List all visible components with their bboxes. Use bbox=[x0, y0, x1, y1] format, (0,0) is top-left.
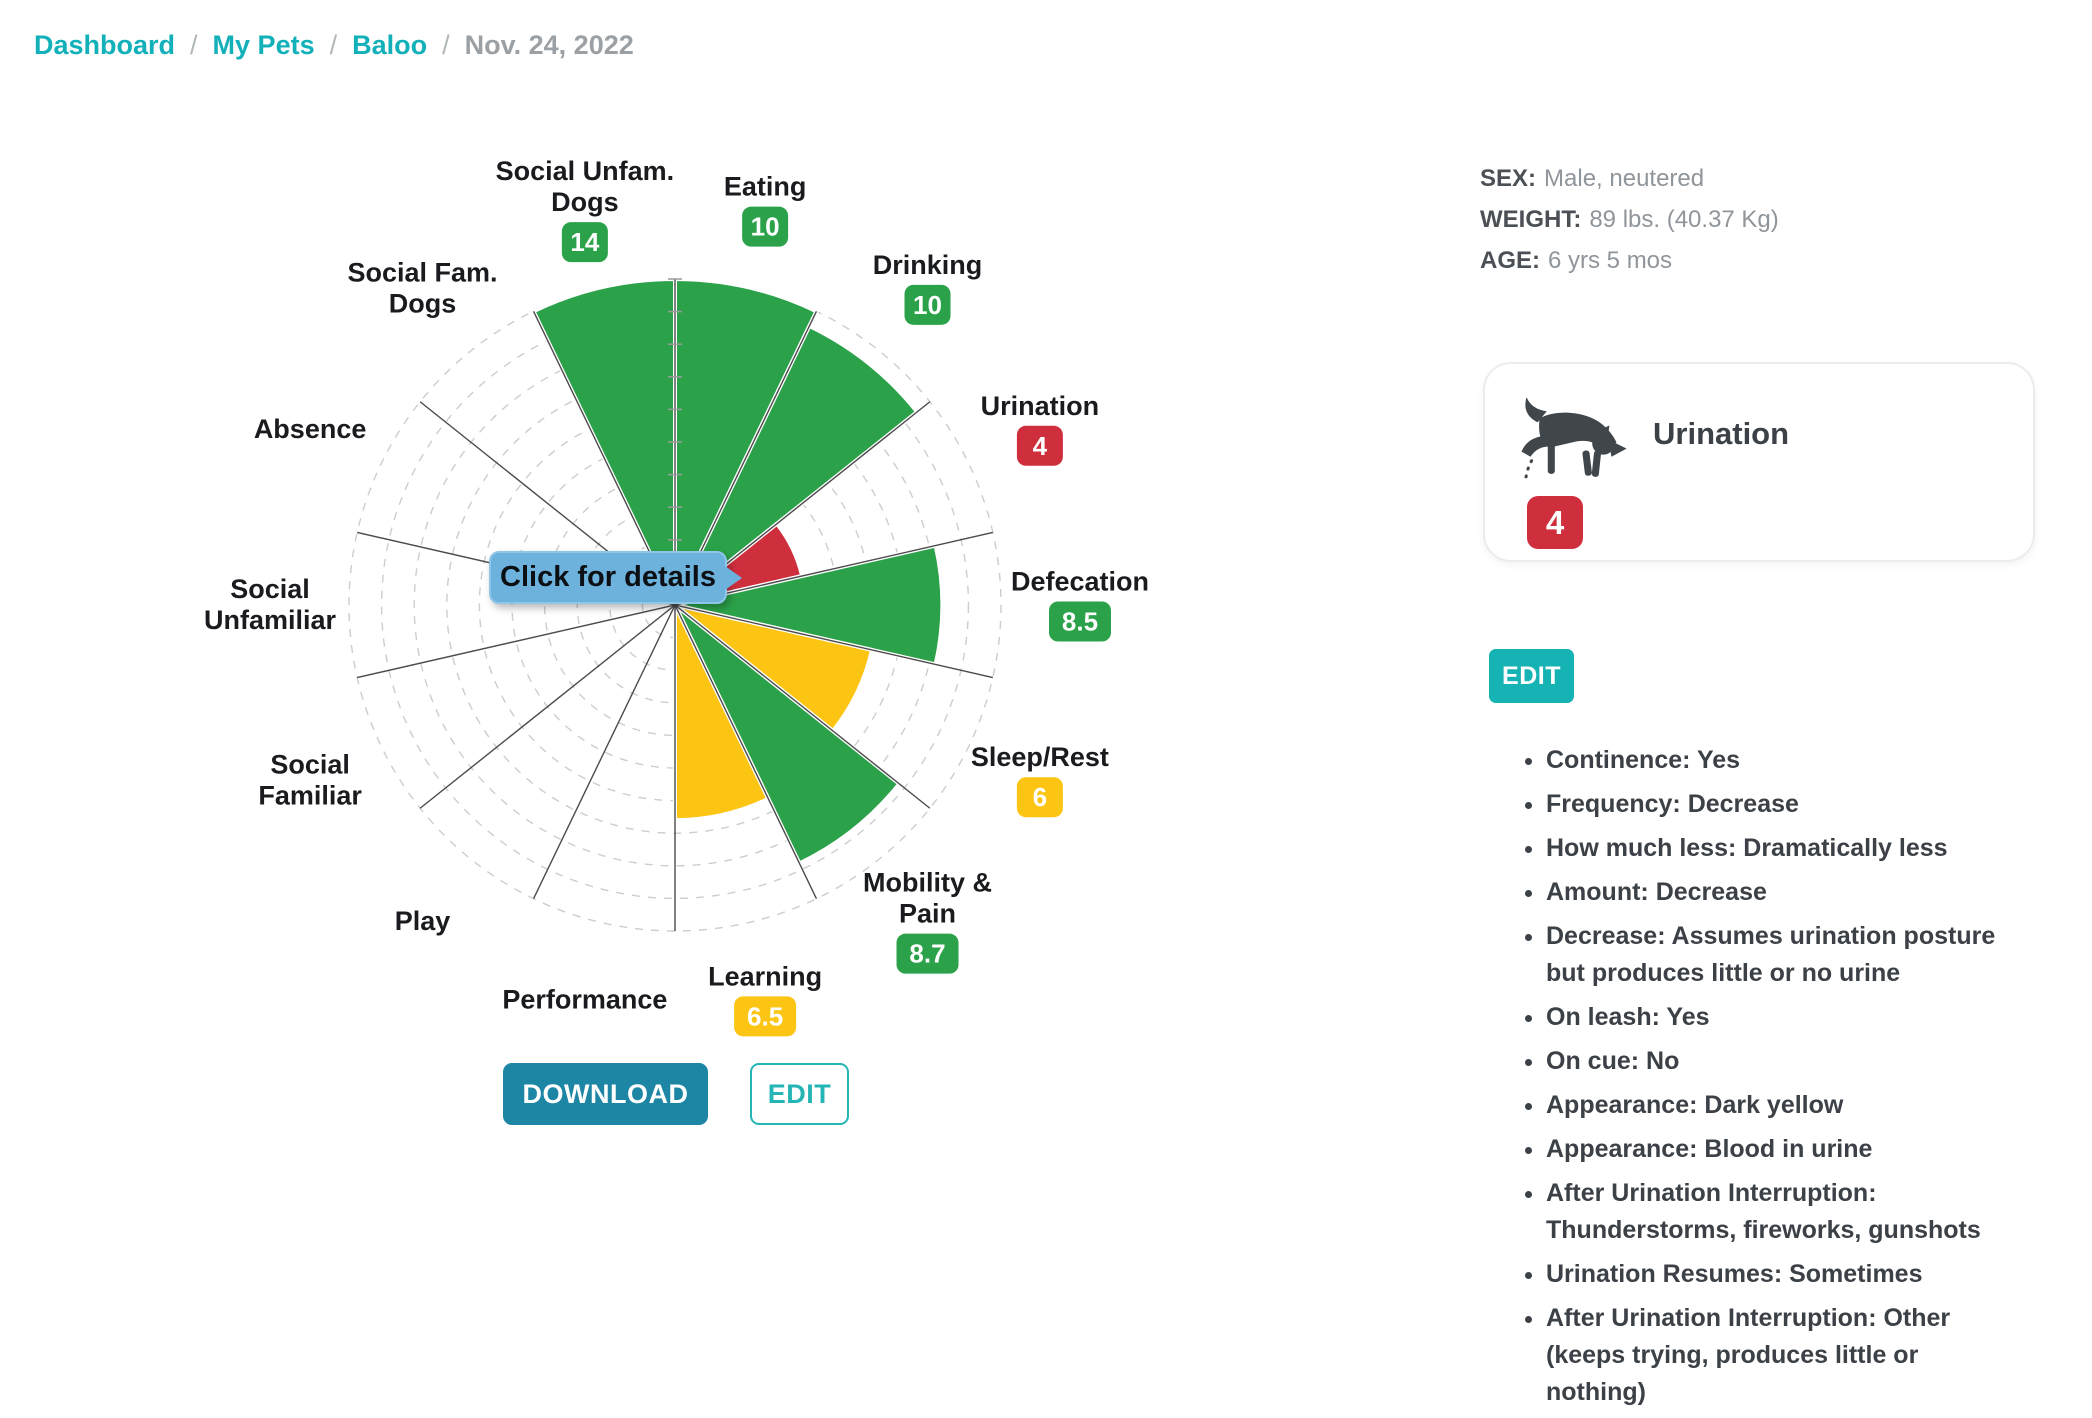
chart-value-badge bbox=[1049, 601, 1111, 642]
chart-category-label: Absence bbox=[254, 414, 367, 444]
pet-info-value: 6 yrs 5 mos bbox=[1548, 247, 1673, 274]
detail-item: Frequency: Decrease bbox=[1546, 786, 2000, 823]
chart-category-label: Social Unfam. Dogs bbox=[496, 156, 675, 217]
chart-value-badge bbox=[1016, 777, 1063, 818]
breadcrumb-link[interactable]: Baloo bbox=[352, 30, 428, 60]
detail-list: Continence: Yes Frequency: Decrease How mu… bbox=[1520, 742, 2000, 1418]
pet-info-row: AGE: 6 yrs 5 mos bbox=[1480, 247, 1779, 275]
chart-value-badge bbox=[742, 206, 789, 247]
chart-sector-drinking[interactable] bbox=[673, 323, 920, 607]
chart-value-badge bbox=[896, 933, 959, 974]
detail-item: Continence: Yes bbox=[1546, 742, 2000, 779]
chart-edit-button[interactable]: EDIT bbox=[750, 1063, 849, 1125]
chart-category-label: Drinking bbox=[873, 250, 983, 280]
chart-value-badge bbox=[734, 996, 797, 1037]
detail-item: On leash: Yes bbox=[1546, 999, 2000, 1036]
chart-category-label: Urination bbox=[981, 391, 1100, 421]
chart-category-label: Social Familiar bbox=[258, 750, 362, 811]
pet-info: SEX: Male, neutered WEIGHT: 89 lbs. (40.37 … bbox=[1480, 165, 1779, 288]
chart-value-badge bbox=[1016, 425, 1063, 466]
chart-divider-line bbox=[674, 604, 931, 809]
detail-card[interactable]: Urination 4 bbox=[1483, 362, 2035, 562]
chart-value-badge-text: 8.7 bbox=[909, 939, 945, 969]
detail-category-title: Urination bbox=[1653, 416, 1790, 451]
chart-category-label: Defecation bbox=[1011, 567, 1149, 597]
chart-grid-ring bbox=[348, 278, 1002, 932]
dog-hind-leg bbox=[1547, 440, 1555, 474]
pet-info-label: SEX: bbox=[1480, 165, 1537, 192]
download-button[interactable]: DOWNLOAD bbox=[503, 1063, 708, 1125]
breadcrumb: Dashboard / My Pets / Baloo / Nov. 24, 2022 bbox=[34, 30, 634, 61]
chart-divider-line bbox=[674, 531, 993, 606]
detail-item: Urination Resumes: Sometimes bbox=[1546, 1256, 2000, 1293]
chart-value-badge bbox=[904, 284, 951, 325]
detail-item: Appearance: Blood in urine bbox=[1546, 1131, 2000, 1168]
chart-divider-line bbox=[419, 604, 676, 809]
dog-urinating-icon bbox=[1521, 397, 1627, 483]
chart-category-label: Mobility & Pain bbox=[863, 868, 992, 929]
detail-item: How much less: Dramatically less bbox=[1546, 830, 2000, 867]
chart-value-badge-text: 4 bbox=[1033, 431, 1048, 461]
breadcrumb-link[interactable]: My Pets bbox=[212, 30, 315, 60]
breadcrumb-date: Nov. 24, 2022 bbox=[464, 30, 634, 60]
chart-value-badge-text: 10 bbox=[751, 212, 780, 242]
detail-item: After Urination Interruption: Thundersto… bbox=[1546, 1175, 2000, 1249]
detail-item: After Urination Interruption: Other (kee… bbox=[1546, 1300, 2000, 1411]
chart-category-label: Sleep/Rest bbox=[971, 742, 1109, 772]
detail-item: Appearance: Dark yellow bbox=[1546, 1087, 2000, 1124]
pet-info-value: 89 lbs. (40.37 Kg) bbox=[1589, 206, 1779, 233]
radial-chart-svg: Eating 10 Drinking 10 Urination 4 Defecation 8.… bbox=[204, 156, 1149, 1037]
chart-divider-line bbox=[674, 604, 818, 900]
chart-divider-line bbox=[357, 604, 676, 679]
pet-info-label: WEIGHT: bbox=[1480, 206, 1582, 233]
pet-info-label: AGE: bbox=[1480, 247, 1540, 274]
chart-value-badge-text: 14 bbox=[570, 227, 599, 257]
detail-item: Amount: Decrease bbox=[1546, 874, 2000, 911]
detail-item: Decrease: Assumes urination posture but … bbox=[1546, 918, 2000, 992]
breadcrumb-separator: / bbox=[329, 30, 338, 60]
chart-tooltip[interactable]: Click for details bbox=[489, 551, 742, 604]
chart-value-badge-text: 6.5 bbox=[747, 1001, 783, 1031]
chart-category-label: Eating bbox=[724, 172, 807, 202]
chart-value-badge bbox=[561, 222, 608, 263]
chart-sector-mobility-pain[interactable] bbox=[673, 603, 902, 866]
chart-category-label: Learning bbox=[708, 961, 822, 991]
dog-head bbox=[1592, 432, 1615, 455]
detail-score-badge: 4 bbox=[1527, 496, 1583, 549]
chart-category-label: Social Unfamiliar bbox=[204, 574, 337, 635]
detail-item: On cue: No bbox=[1546, 1043, 2000, 1080]
chart-divider-line bbox=[674, 604, 993, 679]
dog-snout bbox=[1608, 439, 1627, 457]
chart-value-badge-text: 10 bbox=[913, 290, 942, 320]
dog-ear bbox=[1595, 425, 1610, 442]
urine-stream bbox=[1524, 459, 1534, 483]
chart-category-label: Social Fam. Dogs bbox=[347, 257, 497, 318]
breadcrumb-separator: / bbox=[190, 30, 198, 60]
pet-info-row: SEX: Male, neutered bbox=[1480, 165, 1779, 193]
chart-value-badge-text: 8.5 bbox=[1062, 607, 1098, 637]
behavior-radial-chart: Eating 10 Drinking 10 Urination 4 Defecation 8.… bbox=[0, 0, 1250, 1160]
pet-health-dashboard: { "breadcrumb": { "links": ["Dashboard",… bbox=[0, 0, 2092, 1388]
chart-category-label: Play bbox=[395, 906, 451, 936]
chart-sector-defecation[interactable] bbox=[673, 543, 945, 667]
chart-value-badge-text: 6 bbox=[1033, 782, 1047, 812]
pet-info-row: WEIGHT: 89 lbs. (40.37 Kg) bbox=[1480, 206, 1779, 234]
dog-tail bbox=[1525, 397, 1547, 423]
chart-divider-line bbox=[532, 604, 676, 900]
pet-info-value: Male, neutered bbox=[1544, 165, 1705, 192]
chart-category-label: Performance bbox=[502, 984, 667, 1014]
dog-front-leg bbox=[1591, 450, 1601, 477]
dog-front-leg-2 bbox=[1582, 450, 1592, 476]
dog-lifted-leg bbox=[1521, 435, 1552, 457]
detail-edit-button[interactable]: EDIT bbox=[1489, 649, 1574, 703]
breadcrumb-separator: / bbox=[442, 30, 450, 60]
breadcrumb-link[interactable]: Dashboard bbox=[34, 30, 176, 60]
